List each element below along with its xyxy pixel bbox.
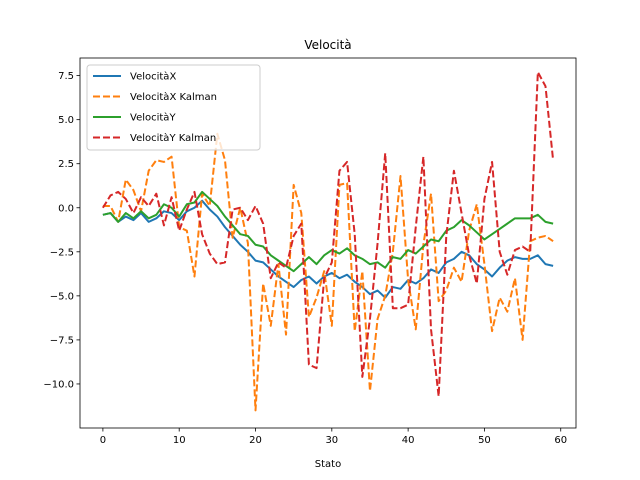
x-axis-label: Stato [315,459,341,470]
x-tick-label: 60 [554,435,567,446]
x-tick-label: 30 [325,435,338,446]
legend-label: VelocitàY Kalman [130,132,216,144]
y-tick-label: −10.0 [43,379,74,390]
legend-label: VelocitàX Kalman [130,91,217,103]
x-tick-label: 0 [100,435,106,446]
plot-frame [79,57,577,429]
plot-area [79,57,577,429]
series-line-1 [102,199,554,299]
x-tick-label: 50 [478,435,491,446]
legend-box [86,64,261,151]
x-tick-label: 10 [173,435,186,446]
y-tick-label: 5.0 [58,115,74,126]
y-tick-label: −5.0 [50,291,74,302]
y-tick-label: −2.5 [50,247,74,258]
y-tick-label: −7.5 [50,335,74,346]
chart-title: Velocità [304,38,351,52]
y-axis: 7.5 5.0 2.5 0.0 −2.5 −5.0 −7.5 −10.0 [43,71,80,390]
x-tick-label: 40 [402,435,415,446]
y-tick-label: 7.5 [58,71,74,82]
legend: VelocitàX VelocitàX Kalman VelocitàY Veloci… [86,64,261,151]
series-layer [102,71,555,412]
x-axis: 0 10 20 30 40 50 60 [100,428,567,446]
series-line-3 [102,190,554,273]
series-line-4 [102,71,555,398]
legend-label: VelocitàY [130,112,176,124]
legend-label: VelocitàX [130,71,176,83]
x-tick-label: 20 [249,435,262,446]
y-tick-label: 2.5 [58,159,74,170]
y-tick-label: 0.0 [58,203,74,214]
